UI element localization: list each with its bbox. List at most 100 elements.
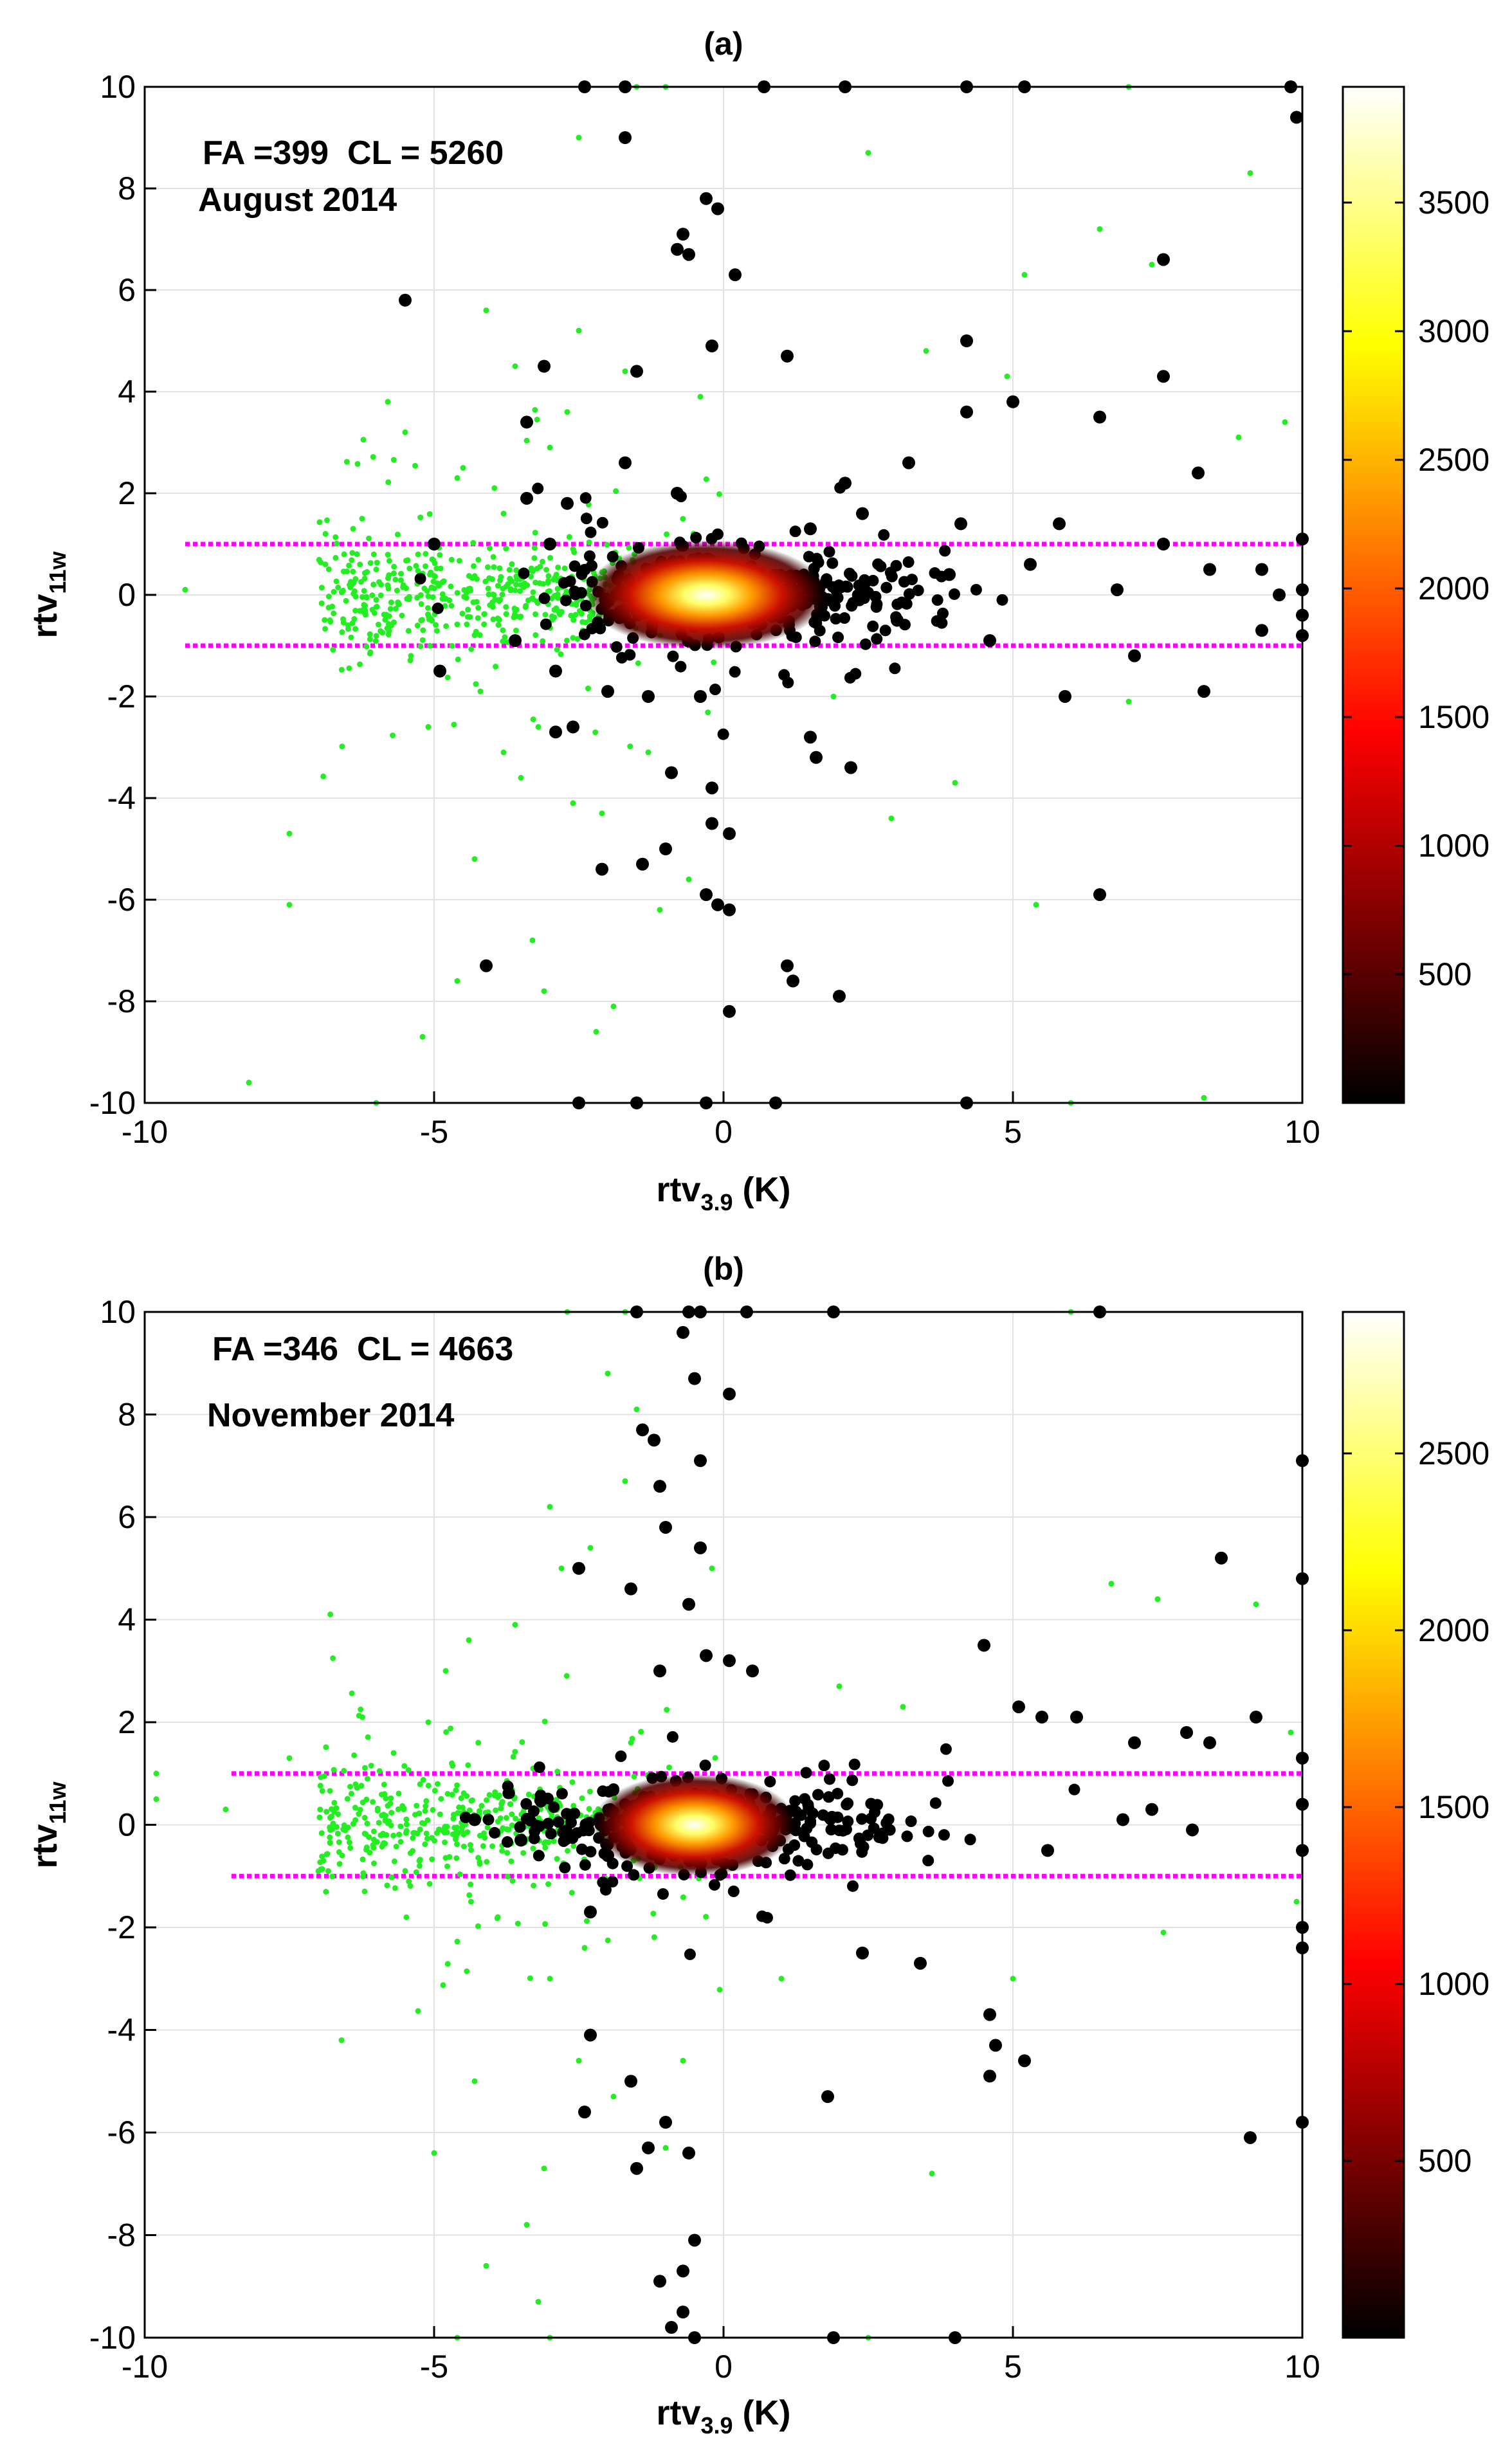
fa-point bbox=[414, 623, 421, 629]
fa-point bbox=[370, 581, 377, 588]
cl-point bbox=[929, 1797, 942, 1809]
cl-point bbox=[835, 581, 847, 594]
cl-point bbox=[636, 857, 649, 871]
fa-point bbox=[341, 551, 347, 558]
fa-point bbox=[571, 549, 578, 556]
cl-point bbox=[630, 2161, 643, 2175]
fa-point bbox=[354, 1785, 360, 1791]
fa-point bbox=[414, 1803, 420, 1809]
fa-point bbox=[425, 1783, 432, 1789]
fa-point bbox=[331, 1799, 338, 1806]
fa-point bbox=[495, 622, 502, 628]
cl-point bbox=[596, 862, 608, 876]
fa-point bbox=[419, 637, 426, 643]
fa-point bbox=[712, 1755, 718, 1761]
fa-point bbox=[343, 597, 349, 604]
fa-point bbox=[413, 1869, 419, 1875]
fa-point bbox=[401, 1806, 407, 1813]
fa-point bbox=[503, 611, 509, 617]
fa-point bbox=[426, 511, 433, 517]
y-tick-label: 8 bbox=[118, 1397, 136, 1433]
fa-point bbox=[386, 558, 392, 564]
x-ticks-a: -10 -5 0 5 10 bbox=[122, 1091, 1320, 1150]
fa-point bbox=[457, 1871, 463, 1877]
fa-point bbox=[547, 444, 553, 451]
fa-point bbox=[422, 1808, 428, 1814]
fa-point bbox=[952, 779, 958, 786]
cl-point bbox=[1093, 888, 1106, 902]
fa-point bbox=[561, 565, 568, 572]
fa-point bbox=[545, 1881, 551, 1887]
fa-point bbox=[587, 1545, 594, 1551]
fa-point bbox=[465, 1762, 471, 1769]
fa-point bbox=[370, 1828, 377, 1835]
fa-point bbox=[451, 1824, 458, 1831]
fa-point bbox=[593, 1028, 599, 1035]
fa-point bbox=[453, 1787, 459, 1794]
fa-point bbox=[510, 1754, 516, 1760]
cl-point bbox=[576, 568, 588, 580]
fa-point bbox=[153, 1770, 159, 1777]
cl-point bbox=[809, 635, 821, 648]
fa-point bbox=[470, 563, 477, 569]
fa-point bbox=[629, 1736, 635, 1742]
cl-point bbox=[694, 690, 707, 703]
fa-point bbox=[563, 637, 570, 644]
y-tick-label: 10 bbox=[100, 69, 136, 105]
fa-point bbox=[527, 1975, 533, 1981]
fa-point bbox=[394, 531, 401, 538]
cl-point bbox=[836, 1844, 848, 1856]
cl-point bbox=[902, 556, 915, 569]
fa-point bbox=[345, 1834, 351, 1841]
fa-point bbox=[458, 1795, 464, 1801]
fa-point bbox=[373, 567, 379, 572]
fa-point bbox=[585, 686, 591, 692]
cl-point bbox=[489, 1826, 501, 1839]
fa-point bbox=[486, 545, 493, 551]
cl-point bbox=[778, 1853, 790, 1865]
fa-point bbox=[506, 567, 513, 573]
y-tick-label: 2 bbox=[118, 475, 136, 511]
cl-point bbox=[847, 597, 859, 609]
fa-point bbox=[367, 1850, 373, 1856]
fa-point bbox=[286, 902, 293, 908]
fa-point bbox=[424, 611, 431, 617]
x-tick-label: 0 bbox=[715, 1114, 733, 1150]
cl-point bbox=[542, 1817, 554, 1830]
fa-point bbox=[512, 363, 518, 369]
fa-point bbox=[437, 1811, 443, 1817]
fa-point bbox=[407, 657, 414, 664]
fa-point bbox=[345, 1824, 351, 1831]
fa-point bbox=[390, 570, 397, 577]
fa-point bbox=[475, 615, 481, 621]
fa-point bbox=[570, 635, 576, 641]
fa-point bbox=[482, 578, 489, 585]
fa-point bbox=[503, 1815, 509, 1821]
fa-point bbox=[599, 810, 605, 817]
cl-point bbox=[503, 1787, 515, 1799]
cl-point bbox=[532, 482, 544, 495]
fa-point bbox=[357, 561, 363, 568]
fa-point bbox=[388, 1874, 395, 1880]
cl-point bbox=[682, 248, 695, 261]
cl-point bbox=[812, 1788, 824, 1801]
fa-point bbox=[540, 638, 546, 644]
fa-point bbox=[461, 587, 468, 593]
fa-point bbox=[524, 437, 530, 444]
fa-point bbox=[534, 416, 540, 423]
fa-point bbox=[1288, 1729, 1294, 1736]
fa-point bbox=[491, 564, 497, 570]
fa-point bbox=[381, 612, 387, 618]
fa-point bbox=[587, 1788, 593, 1795]
cl-point bbox=[871, 1799, 884, 1811]
fa-point bbox=[416, 1862, 423, 1869]
cl-point bbox=[756, 1910, 768, 1922]
fa-point bbox=[475, 605, 482, 611]
cl-point bbox=[700, 1649, 713, 1662]
fa-point bbox=[513, 627, 519, 633]
fa-point bbox=[416, 1858, 423, 1864]
fa-point bbox=[384, 1882, 390, 1889]
cl-point bbox=[954, 517, 967, 531]
fa-point bbox=[349, 1690, 355, 1696]
cl-point bbox=[509, 634, 522, 648]
